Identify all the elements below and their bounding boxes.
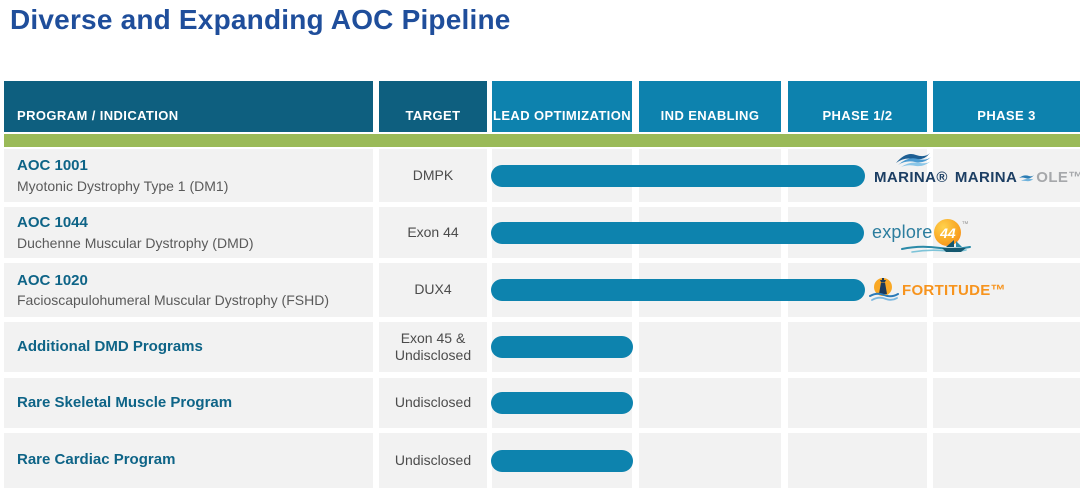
pipeline-row: Additional DMD Programs Exon 45 & Undisc… <box>0 322 1080 372</box>
green-divider-strip <box>4 134 1080 147</box>
pipeline-bar <box>491 164 865 187</box>
marina-trial-names: MARINA® MARINA OLE™ <box>874 169 1080 186</box>
marina-small-wave-icon <box>1019 174 1035 181</box>
pipeline-row: Rare Cardiac Program Undisclosed <box>0 433 1080 488</box>
program-cell: AOC 1020 Facioscapulohumeral Muscular Dy… <box>4 263 373 317</box>
stage-cell-phase-1-2 <box>788 433 927 488</box>
pipeline-bar <box>491 392 633 414</box>
column-header-ind-enabling: IND ENABLING <box>639 81 781 132</box>
program-name: AOC 1001 <box>17 157 88 175</box>
pipeline-bar <box>491 221 864 244</box>
stage-cell-phase-3 <box>933 149 1080 202</box>
explore44-tm: ™ <box>961 221 969 228</box>
marina-ole-label: OLE™ <box>1036 169 1080 186</box>
pipeline-bar <box>491 336 633 358</box>
stage-cell-phase-3 <box>933 322 1080 372</box>
pipeline-row: Rare Skeletal Muscle Program Undisclosed <box>0 378 1080 428</box>
stage-cell-phase-3 <box>933 378 1080 428</box>
fortitude-label: FORTITUDE™ <box>902 281 1006 299</box>
explore44-boat-icon <box>901 240 971 253</box>
column-header-target: TARGET <box>379 81 487 132</box>
pipeline-row: AOC 1044 Duchenne Muscular Dystrophy (DM… <box>0 207 1080 258</box>
program-cell: AOC 1001 Myotonic Dystrophy Type 1 (DM1) <box>4 149 373 202</box>
program-indication: Facioscapulohumeral Muscular Dystrophy (… <box>17 292 329 309</box>
program-name: Rare Skeletal Muscle Program <box>17 393 233 411</box>
program-indication: Myotonic Dystrophy Type 1 (DM1) <box>17 177 229 194</box>
program-cell: Rare Skeletal Muscle Program <box>4 378 373 428</box>
stage-cell-ind-enabling <box>639 378 781 428</box>
marina-trial-1-label: MARINA® <box>874 169 948 186</box>
pipeline-row: AOC 1020 Facioscapulohumeral Muscular Dy… <box>0 263 1080 317</box>
page-title: Diverse and Expanding AOC Pipeline <box>10 4 511 35</box>
program-name: AOC 1044 <box>17 214 88 232</box>
stage-cell-phase-1-2 <box>788 322 927 372</box>
explore44-number: 44 <box>940 224 956 241</box>
marina-trial-logo: MARINA® MARINA OLE™ <box>870 149 1080 202</box>
pipeline-bar <box>491 279 865 301</box>
fortitude-lighthouse-icon <box>869 278 899 301</box>
column-header-lead-optimization: LEAD OPTIMIZATION <box>492 81 632 132</box>
program-name: AOC 1020 <box>17 271 88 289</box>
column-header-phase-3: PHASE 3 <box>933 81 1080 132</box>
target-cell: Exon 45 & Undisclosed <box>379 322 487 372</box>
stage-cell-phase-1-2 <box>788 378 927 428</box>
explore44-sun-icon: 44 <box>934 219 962 246</box>
explore44-word: explore <box>872 222 933 242</box>
program-cell: Additional DMD Programs <box>4 322 373 372</box>
stage-cell-phase-3 <box>933 433 1080 488</box>
program-cell: AOC 1044 Duchenne Muscular Dystrophy (DM… <box>4 207 373 258</box>
target-cell: DUX4 <box>379 263 487 317</box>
explore44-trial-logo: explore 44 ™ <box>872 207 992 258</box>
column-header-program: PROGRAM / INDICATION <box>4 81 373 132</box>
target-cell: DMPK <box>379 149 487 202</box>
fortitude-trial-logo: FORTITUDE™ <box>869 263 1019 317</box>
program-name: Additional DMD Programs <box>17 337 203 355</box>
column-header-phase-1-2: PHASE 1/2 <box>788 81 927 132</box>
marina-trial-2-label: MARINA <box>954 169 1018 186</box>
target-cell: Undisclosed <box>379 378 487 428</box>
pipeline-row: AOC 1001 Myotonic Dystrophy Type 1 (DM1)… <box>0 149 1080 202</box>
program-cell: Rare Cardiac Program <box>4 433 373 488</box>
stage-cell-ind-enabling <box>639 433 781 488</box>
stage-cell-phase-3 <box>933 263 1080 317</box>
stage-cell-ind-enabling <box>639 322 781 372</box>
marina-wave-icon <box>896 153 931 167</box>
program-indication: Duchenne Muscular Dystrophy (DMD) <box>17 234 254 251</box>
target-cell: Undisclosed <box>379 433 487 488</box>
program-name: Rare Cardiac Program <box>17 451 176 469</box>
target-cell: Exon 44 <box>379 207 487 258</box>
pipeline-bar <box>491 449 633 472</box>
